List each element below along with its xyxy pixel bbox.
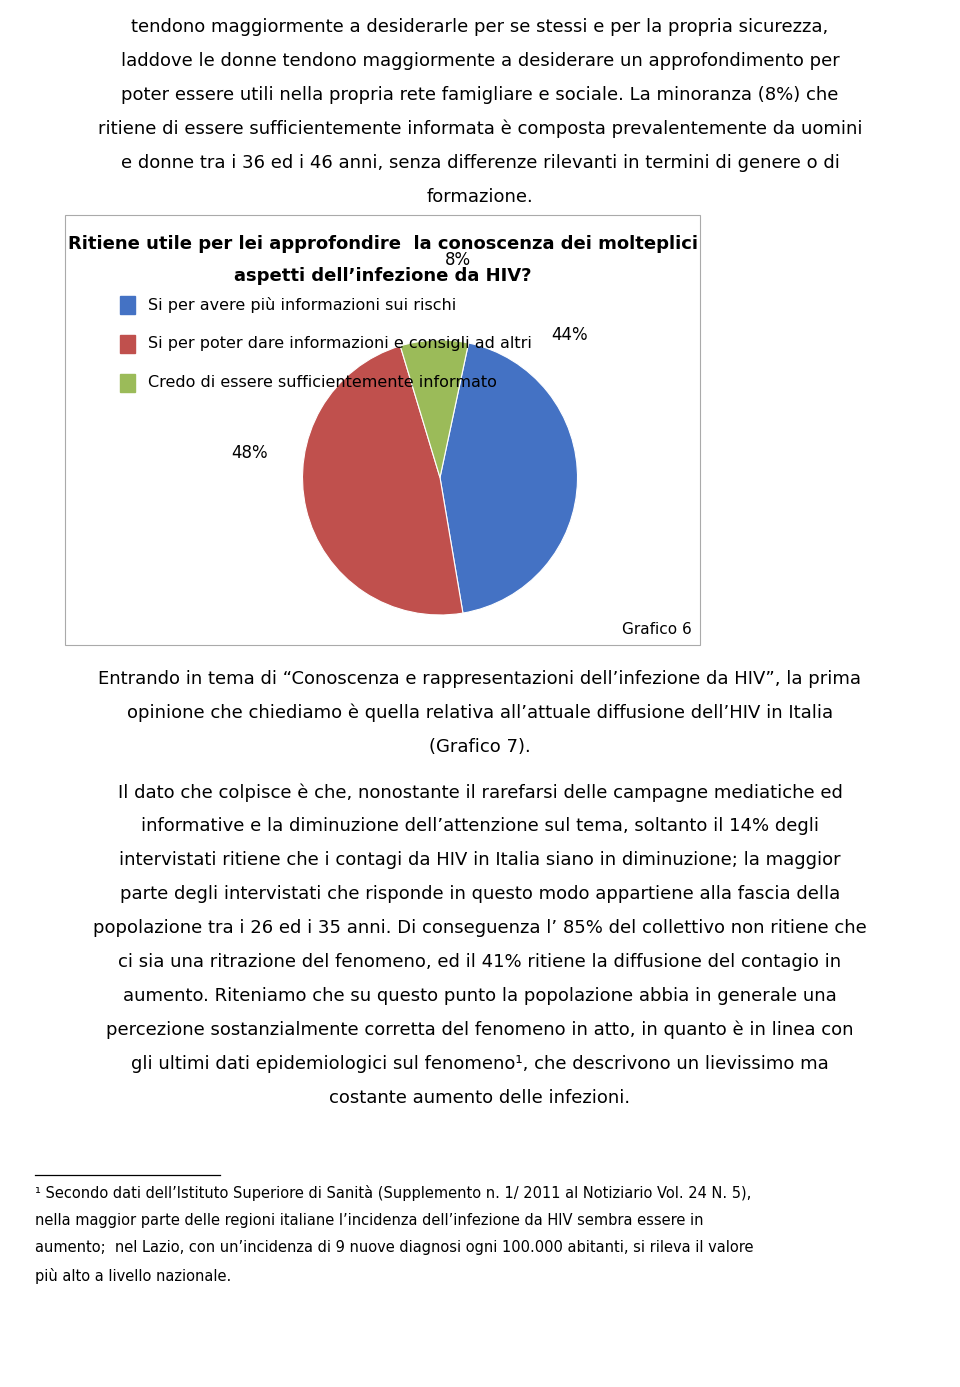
Text: poter essere utili nella propria rete famigliare e sociale. La minoranza (8%) ch: poter essere utili nella propria rete fa… (121, 86, 839, 104)
Text: gli ultimi dati epidemiologici sul fenomeno¹, che descrivono un lievissimo ma: gli ultimi dati epidemiologici sul fenom… (132, 1056, 828, 1074)
Text: Credo di essere sufficientemente informato: Credo di essere sufficientemente informa… (148, 374, 497, 390)
Wedge shape (400, 340, 468, 477)
Text: informative e la diminuzione dell’attenzione sul tema, soltanto il 14% degli: informative e la diminuzione dell’attenz… (141, 817, 819, 835)
Text: ci sia una ritrazione del fenomeno, ed il 41% ritiene la diffusione del contagio: ci sia una ritrazione del fenomeno, ed i… (118, 953, 842, 971)
Text: tendono maggiormente a desiderarle per se stessi e per la propria sicurezza,: tendono maggiormente a desiderarle per s… (132, 18, 828, 36)
Text: ¹ Secondo dati dell’Istituto Superiore di Sanità (Supplemento n. 1/ 2011 al Noti: ¹ Secondo dati dell’Istituto Superiore d… (35, 1184, 752, 1201)
Text: 44%: 44% (552, 326, 588, 344)
Text: Si per poter dare informazioni e consigli ad altri: Si per poter dare informazioni e consigl… (148, 336, 532, 351)
Text: più alto a livello nazionale.: più alto a livello nazionale. (35, 1268, 231, 1284)
Text: (Grafico 7).: (Grafico 7). (429, 738, 531, 756)
Text: intervistati ritiene che i contagi da HIV in Italia siano in diminuzione; la mag: intervistati ritiene che i contagi da HI… (119, 852, 841, 870)
Text: nella maggior parte delle regioni italiane l’incidenza dell’infezione da HIV sem: nella maggior parte delle regioni italia… (35, 1212, 704, 1227)
Text: Grafico 6: Grafico 6 (622, 621, 692, 637)
Text: costante aumento delle infezioni.: costante aumento delle infezioni. (329, 1089, 631, 1107)
Text: Ritiene utile per lei approfondire  la conoscenza dei molteplici: Ritiene utile per lei approfondire la co… (67, 234, 698, 252)
Text: laddove le donne tendono maggiormente a desiderare un approfondimento per: laddove le donne tendono maggiormente a … (121, 51, 839, 69)
Text: 48%: 48% (231, 444, 268, 462)
Text: aumento;  nel Lazio, con un’incidenza di 9 nuove diagnosi ogni 100.000 abitanti,: aumento; nel Lazio, con un’incidenza di … (35, 1240, 754, 1255)
Text: aspetti dell’infezione da HIV?: aspetti dell’infezione da HIV? (233, 266, 531, 284)
Text: formazione.: formazione. (426, 187, 534, 205)
Wedge shape (440, 343, 578, 613)
Text: Il dato che colpisce è che, nonostante il rarefarsi delle campagne mediatiche ed: Il dato che colpisce è che, nonostante i… (117, 784, 843, 802)
Text: Si per avere più informazioni sui rischi: Si per avere più informazioni sui rischi (148, 297, 456, 313)
Text: Entrando in tema di “Conoscenza e rappresentazioni dell’infezione da HIV”, la pr: Entrando in tema di “Conoscenza e rappre… (99, 670, 861, 688)
Text: percezione sostanzialmente corretta del fenomeno in atto, in quanto è in linea c: percezione sostanzialmente corretta del … (107, 1021, 853, 1039)
Wedge shape (302, 345, 463, 614)
Text: aumento. Riteniamo che su questo punto la popolazione abbia in generale una: aumento. Riteniamo che su questo punto l… (123, 988, 837, 1006)
Text: opinione che chiediamo è quella relativa all’attuale diffusione dell’HIV in Ital: opinione che chiediamo è quella relativa… (127, 705, 833, 723)
Text: e donne tra i 36 ed i 46 anni, senza differenze rilevanti in termini di genere o: e donne tra i 36 ed i 46 anni, senza dif… (121, 154, 839, 172)
Text: parte degli intervistati che risponde in questo modo appartiene alla fascia dell: parte degli intervistati che risponde in… (120, 885, 840, 903)
Text: 8%: 8% (444, 251, 470, 269)
Text: popolazione tra i 26 ed i 35 anni. Di conseguenza l’ 85% del collettivo non riti: popolazione tra i 26 ed i 35 anni. Di co… (93, 920, 867, 938)
Text: ritiene di essere sufficientemente informata è composta prevalentemente da uomin: ritiene di essere sufficientemente infor… (98, 119, 862, 139)
